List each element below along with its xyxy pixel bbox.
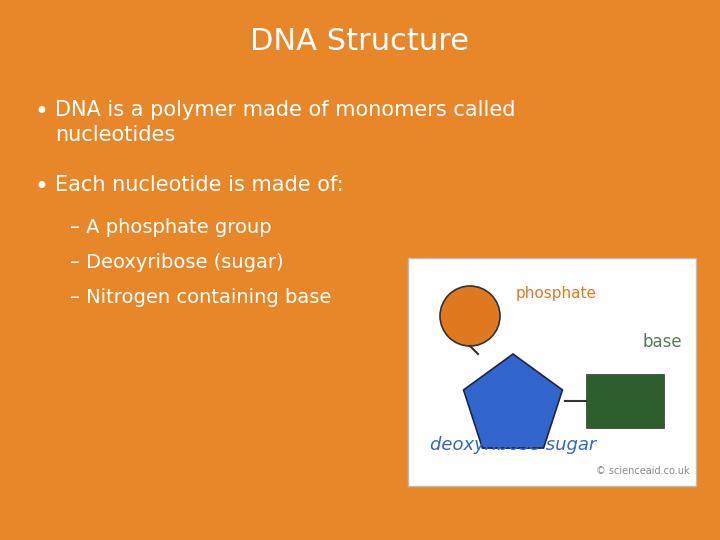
Text: base: base <box>643 333 683 351</box>
Circle shape <box>440 286 500 346</box>
Text: DNA Structure: DNA Structure <box>251 28 469 57</box>
Text: Each nucleotide is made of:: Each nucleotide is made of: <box>55 175 343 195</box>
Bar <box>586 374 664 428</box>
Polygon shape <box>464 354 562 448</box>
Text: •: • <box>35 100 49 124</box>
Text: phosphate: phosphate <box>516 286 597 301</box>
Text: © scienceaid.co.uk: © scienceaid.co.uk <box>596 466 690 476</box>
Text: DNA is a polymer made of monomers called
nucleotides: DNA is a polymer made of monomers called… <box>55 100 516 145</box>
Text: deoxyribose sugar: deoxyribose sugar <box>430 436 596 454</box>
Text: – A phosphate group: – A phosphate group <box>70 218 271 237</box>
FancyBboxPatch shape <box>408 258 696 486</box>
Text: – Nitrogen containing base: – Nitrogen containing base <box>70 288 331 307</box>
Text: •: • <box>35 175 49 199</box>
Text: – Deoxyribose (sugar): – Deoxyribose (sugar) <box>70 253 284 272</box>
